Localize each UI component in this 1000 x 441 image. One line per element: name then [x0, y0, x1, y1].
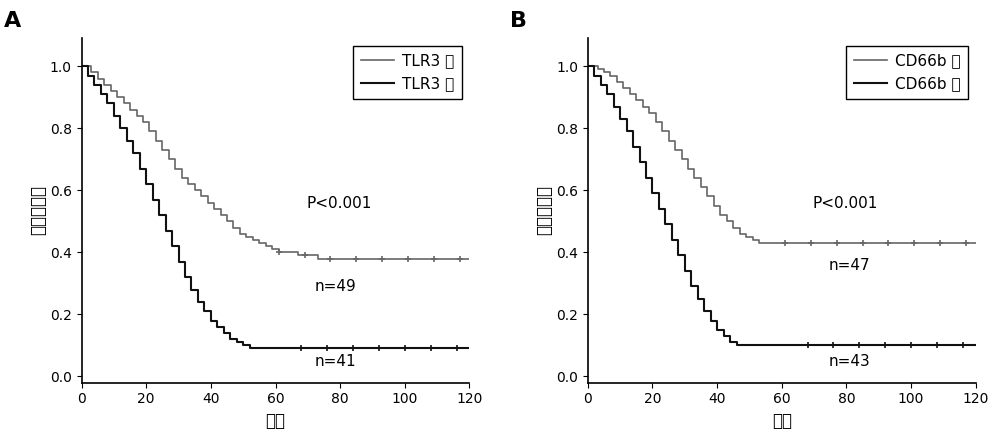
CD66b 多: [924, 343, 936, 348]
TLR3 低: [169, 166, 181, 171]
CD66b 多: [821, 343, 833, 348]
TLR3 高: [418, 346, 430, 351]
X-axis label: 月份: 月份: [266, 412, 286, 430]
CD66b 多: [795, 343, 807, 348]
TLR3 高: [153, 213, 165, 218]
CD66b 多: [582, 64, 594, 69]
TLR3 低: [156, 147, 168, 153]
TLR3 低: [215, 213, 227, 218]
TLR3 高: [315, 346, 327, 351]
Legend: TLR3 低, TLR3 高: TLR3 低, TLR3 高: [353, 46, 462, 99]
Text: P<0.001: P<0.001: [813, 196, 878, 211]
TLR3 高: [244, 346, 256, 351]
X-axis label: 月份: 月份: [772, 412, 792, 430]
Text: B: B: [510, 11, 527, 31]
CD66b 少: [663, 138, 675, 143]
CD66b 少: [676, 157, 688, 162]
TLR3 高: [463, 346, 475, 351]
TLR3 高: [76, 64, 88, 69]
CD66b 少: [970, 240, 982, 246]
TLR3 高: [289, 346, 301, 351]
TLR3 高: [211, 324, 223, 329]
CD66b 少: [721, 219, 733, 224]
Line: TLR3 低: TLR3 低: [82, 66, 469, 258]
Legend: CD66b 少, CD66b 多: CD66b 少, CD66b 多: [846, 46, 968, 99]
CD66b 少: [753, 240, 765, 246]
Text: A: A: [4, 11, 21, 31]
TLR3 低: [312, 256, 324, 261]
Y-axis label: 总生存时间: 总生存时间: [535, 186, 553, 235]
CD66b 少: [824, 240, 836, 246]
TLR3 低: [286, 250, 298, 255]
Text: n=41: n=41: [314, 355, 356, 370]
TLR3 低: [463, 256, 475, 261]
Text: n=43: n=43: [828, 355, 870, 370]
Text: P<0.001: P<0.001: [307, 196, 372, 211]
CD66b 多: [718, 333, 730, 339]
Line: CD66b 多: CD66b 多: [588, 66, 976, 345]
CD66b 多: [970, 343, 982, 348]
CD66b 多: [659, 222, 671, 227]
CD66b 多: [731, 343, 743, 348]
Line: TLR3 高: TLR3 高: [82, 66, 469, 348]
CD66b 少: [798, 240, 810, 246]
CD66b 少: [582, 64, 594, 69]
Line: CD66b 少: CD66b 少: [588, 66, 976, 243]
TLR3 低: [76, 64, 88, 69]
TLR3 低: [318, 256, 330, 261]
CD66b 多: [672, 253, 684, 258]
TLR3 低: [421, 256, 433, 261]
Text: n=47: n=47: [828, 258, 870, 273]
TLR3 高: [166, 243, 178, 249]
CD66b 少: [928, 240, 940, 246]
Y-axis label: 总生存时间: 总生存时间: [29, 186, 47, 235]
Text: n=49: n=49: [314, 279, 356, 294]
